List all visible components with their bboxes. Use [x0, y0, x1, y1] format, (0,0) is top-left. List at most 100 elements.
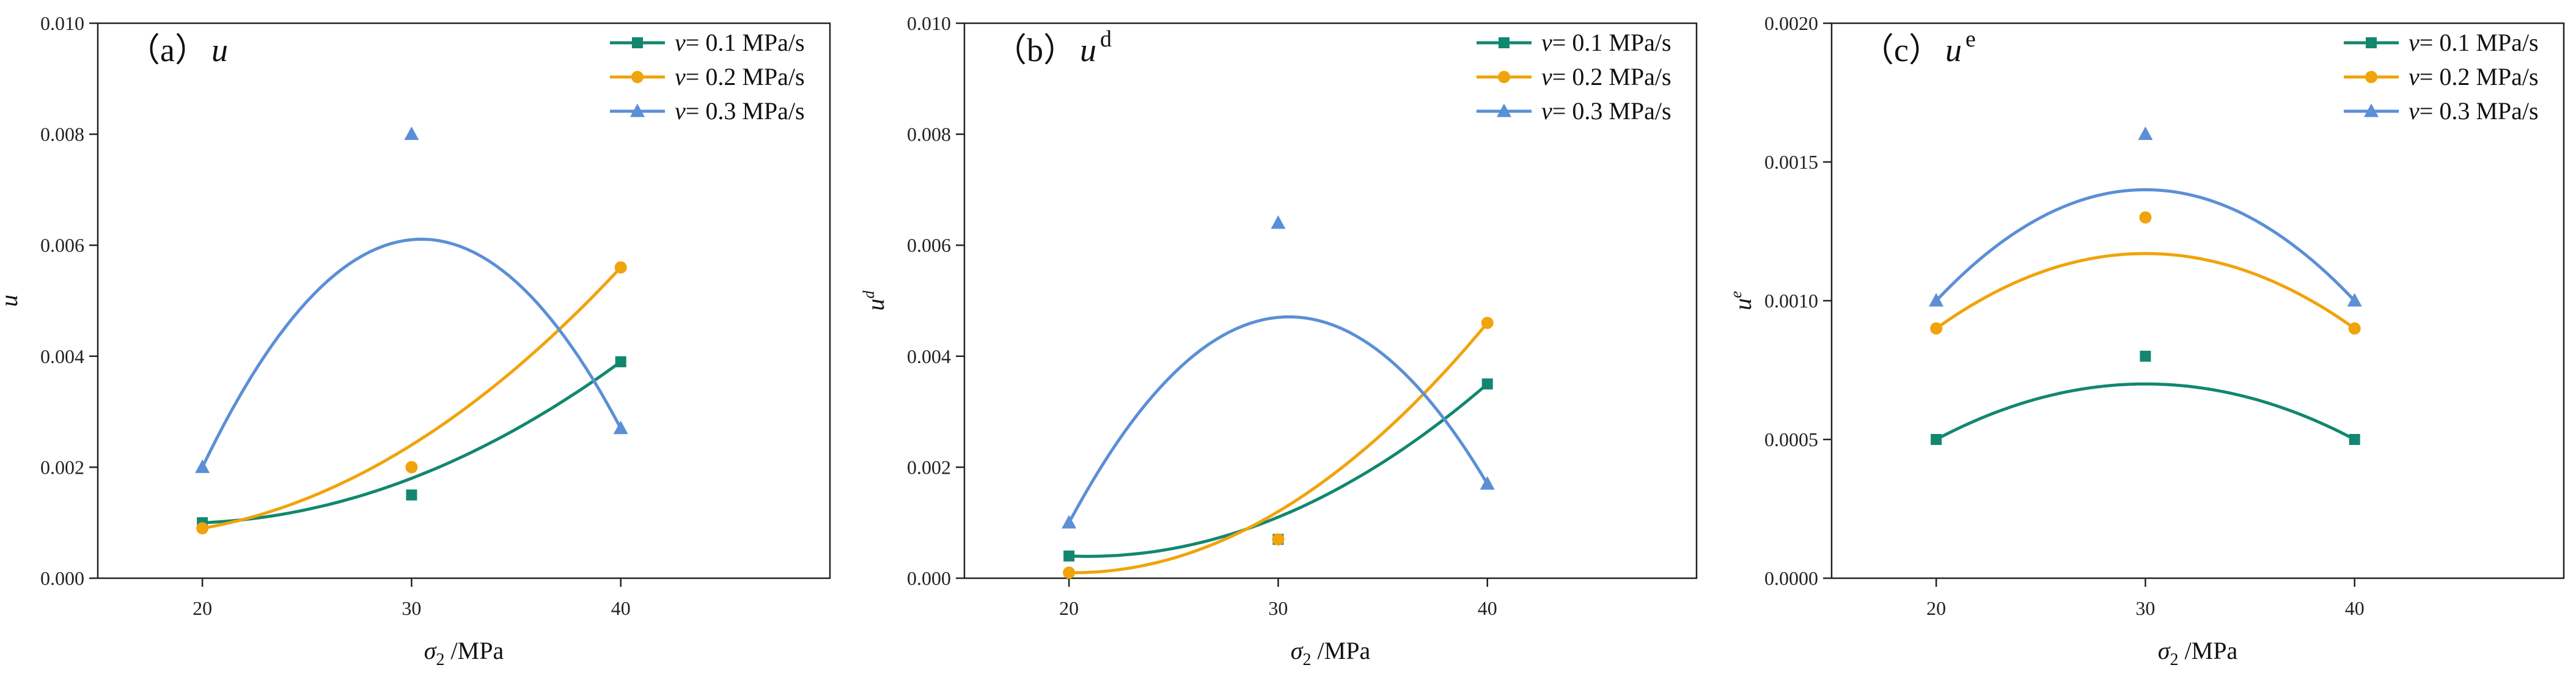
legend-value: = 0.3 MPa/s [1552, 97, 1671, 125]
legend-marker-1 [632, 37, 643, 48]
data-point-series-3 [195, 459, 210, 473]
data-point-series-2 [1481, 317, 1494, 329]
data-point-series-3 [404, 127, 419, 141]
legend-value: = 0.1 MPa/s [2420, 29, 2539, 56]
data-point-series-1 [1931, 434, 1942, 445]
x-tick-label: 40 [2345, 597, 2365, 619]
data-point-series-3 [1062, 515, 1077, 529]
x-tick-label: 40 [611, 597, 631, 619]
legend-value: = 0.1 MPa/s [1552, 29, 1671, 56]
chart-panel-3: 0.0000 0.0005 0.0010 0.0015 0.0020 20 30 40 σ2 /… [1727, 12, 2565, 669]
data-point-series-2 [405, 461, 418, 474]
data-point-series-1 [406, 489, 417, 501]
fit-curve-3 [1067, 315, 1489, 524]
data-point-series-1 [615, 356, 626, 367]
data-point-series-2 [1063, 566, 1076, 579]
panel-symbol: u [1080, 32, 1096, 68]
y-tick-label: 0.002 [907, 456, 951, 478]
y-tick-label: 0.008 [907, 123, 951, 145]
data-point-series-1 [1481, 378, 1493, 390]
panel-label: （c） u e [1861, 26, 1976, 68]
x-axis-unit: /MPa [445, 637, 504, 664]
legend-value: = 0.2 MPa/s [686, 63, 805, 90]
y-tick-label: 0.010 [907, 12, 951, 34]
x-tick-label: 20 [193, 597, 212, 619]
panel-letter: （c） [1861, 32, 1942, 68]
plot-frame [963, 22, 1698, 579]
x-tick-label: 20 [1926, 597, 1946, 619]
legend-symbol: v [1541, 63, 1552, 90]
x-axis-label: σ2 /MPa [424, 637, 504, 669]
x-axis-symbol: σ [1291, 637, 1304, 664]
data-point-series-3 [613, 421, 628, 435]
legend-symbol: v [675, 63, 686, 90]
fit-curve-3 [1935, 188, 2356, 302]
y-tick-label: 0.004 [40, 345, 84, 367]
legend-label-1: v= 0.1 MPa/s [675, 29, 805, 56]
fit-curve-2 [202, 266, 622, 530]
x-tick-label: 30 [2135, 597, 2155, 619]
fit-curve-2 [1069, 321, 1489, 575]
panel-label: （a） u [127, 32, 228, 68]
legend-value: = 0.2 MPa/s [2420, 63, 2539, 90]
data-point-series-1 [2140, 350, 2151, 362]
legend-label-2: v= 0.2 MPa/s [675, 63, 805, 90]
data-point-series-3 [2138, 127, 2153, 141]
y-axis-label: u [0, 295, 23, 307]
legend-value: = 0.2 MPa/s [1552, 63, 1671, 90]
legend-marker-1 [2366, 37, 2377, 48]
legend-label-3: v= 0.3 MPa/s [2409, 97, 2539, 125]
fit-curve-1 [1069, 383, 1489, 558]
legend-label-3: v= 0.3 MPa/s [675, 97, 805, 125]
plot-frame [97, 22, 831, 579]
y-axis-label: ue [1727, 291, 1756, 310]
y-tick-label: 0.000 [40, 567, 84, 589]
legend-label-3: v= 0.3 MPa/s [1541, 97, 1671, 125]
data-point-series-3 [1480, 476, 1495, 490]
data-point-series-2 [1272, 533, 1285, 546]
y-axis-symbol: u [1729, 298, 1756, 310]
legend-label-2: v= 0.2 MPa/s [2409, 63, 2539, 90]
legend-marker-2 [1498, 71, 1510, 83]
panel-superscript: d [1100, 26, 1112, 52]
x-axis-symbol: σ [424, 637, 437, 664]
panel-superscript: e [1965, 26, 1976, 52]
y-tick-label: 0.002 [40, 456, 84, 478]
chart-panel-1: 0.000 0.002 0.004 0.006 0.008 0.010 20 30 40 σ2 /… [0, 12, 831, 669]
legend-value: = 0.3 MPa/s [2420, 97, 2539, 125]
panel-symbol: u [1945, 32, 1962, 68]
panel-label: （b） u d [994, 26, 1112, 68]
y-tick-label: 0.0010 [1764, 290, 1818, 312]
x-axis-subscript: 2 [2170, 650, 2179, 669]
legend-marker-2 [2365, 71, 2377, 83]
data-point-series-2 [2139, 211, 2152, 224]
legend-value: = 0.3 MPa/s [686, 97, 805, 125]
legend-label-1: v= 0.1 MPa/s [1541, 29, 1671, 56]
x-tick-label: 30 [1268, 597, 1288, 619]
legend-symbol: v [1541, 29, 1552, 56]
data-point-series-2 [614, 261, 627, 274]
x-axis-subscript: 2 [1303, 650, 1312, 669]
y-tick-label: 0.000 [907, 567, 951, 589]
y-tick-label: 0.0015 [1764, 151, 1818, 173]
chart-panel-2: 0.000 0.002 0.004 0.006 0.008 0.010 20 30 40 σ2 /… [860, 12, 1698, 669]
x-tick-label: 40 [1478, 597, 1497, 619]
y-axis-label: ud [860, 290, 889, 311]
legend-symbol: v [2409, 29, 2420, 56]
legend-marker-3 [630, 103, 645, 117]
legend-marker-2 [631, 71, 644, 83]
panel-symbol: u [211, 32, 228, 68]
legend-label-1: v= 0.1 MPa/s [2409, 29, 2539, 56]
fit-curve-2 [1935, 252, 2356, 330]
x-axis-unit: /MPa [1312, 637, 1371, 664]
data-point-series-2 [2348, 322, 2361, 335]
y-tick-label: 0.006 [40, 234, 84, 256]
y-axis-symbol: u [0, 295, 23, 307]
x-axis-symbol: σ [2158, 637, 2171, 664]
legend-symbol: v [2409, 97, 2420, 125]
fit-curve-1 [1935, 382, 2355, 441]
y-axis-superscript: e [1727, 291, 1745, 298]
fit-curve-3 [200, 237, 622, 468]
y-axis-superscript: d [860, 290, 878, 299]
